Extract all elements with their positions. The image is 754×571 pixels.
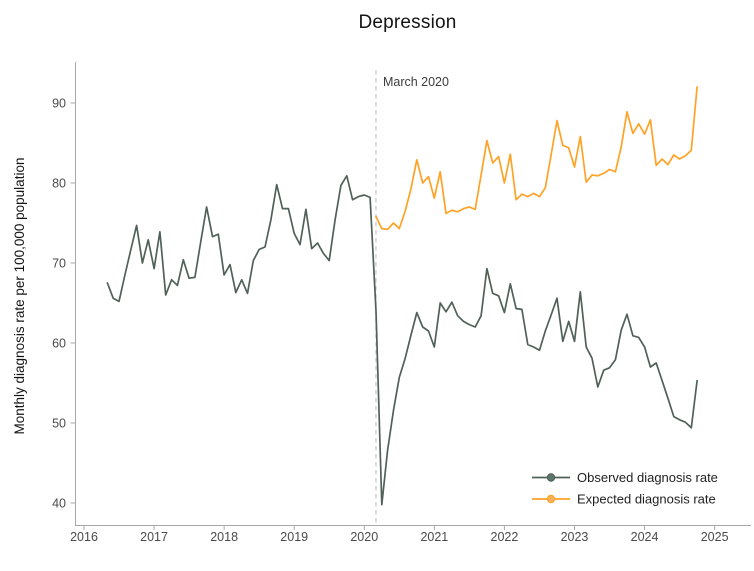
x-tick-label: 2020 (350, 530, 378, 544)
x-tick-label: 2017 (140, 530, 168, 544)
expected-series-line (375, 86, 698, 231)
observed-series-line (106, 174, 698, 506)
x-tick-label: 2024 (631, 530, 659, 544)
y-tick-label: 80 (52, 176, 66, 190)
legend-item-expected: Expected diagnosis rate (532, 492, 716, 507)
y-tick-label: 70 (52, 256, 66, 270)
chart-title: Depression (358, 12, 457, 33)
march-2020-label: March 2020 (383, 75, 449, 89)
x-tick-label: 2023 (561, 530, 589, 544)
x-tick-label: 2019 (280, 530, 308, 544)
x-axis-ticks: 2016 2017 2018 2019 2020 2021 2022 2023 2024 2025 (70, 525, 729, 544)
y-tick-label: 60 (52, 336, 66, 350)
expected-legend-label: Expected diagnosis rate (577, 492, 716, 507)
x-tick-label: 2021 (420, 530, 448, 544)
x-tick-label: 2018 (210, 530, 238, 544)
observed-legend-label: Observed diagnosis rate (577, 470, 718, 485)
y-tick-label: 90 (52, 96, 66, 110)
x-tick-label: 2016 (70, 530, 98, 544)
x-tick-label: 2022 (491, 530, 519, 544)
legend-item-observed: Observed diagnosis rate (532, 470, 718, 485)
y-tick-label: 40 (52, 496, 66, 510)
y-axis-title: Monthly diagnosis rate per 100,000 popul… (12, 157, 27, 435)
x-tick-label: 2025 (701, 530, 729, 544)
y-tick-label: 50 (52, 416, 66, 430)
y-axis-ticks: 40 50 60 70 80 90 (52, 96, 76, 510)
legend: Observed diagnosis rate Expected diagnos… (532, 470, 718, 507)
observed-legend-marker-icon (546, 473, 556, 482)
expected-legend-marker-icon (546, 494, 556, 504)
